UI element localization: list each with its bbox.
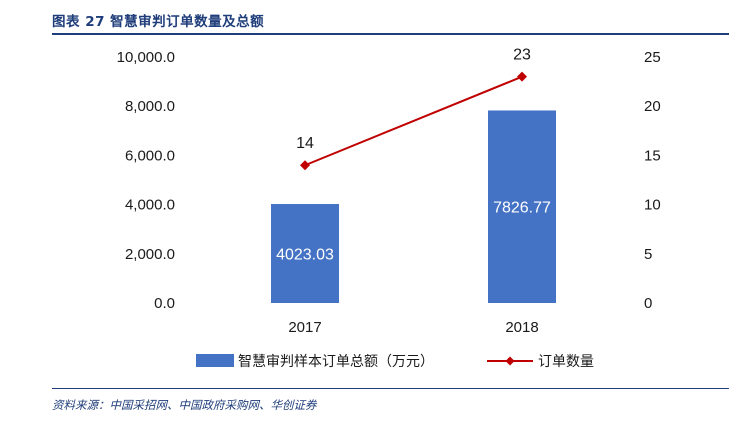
bar-value-label: 7826.77 <box>493 200 551 217</box>
bar-value-label: 4023.03 <box>276 247 334 264</box>
right-axis-tick-label: 15 <box>644 147 661 164</box>
x-axis-ticks: 2017 2018 <box>288 319 538 336</box>
legend-bar-swatch <box>196 354 234 367</box>
line-value-label: 23 <box>513 47 531 64</box>
right-axis-tick-label: 10 <box>644 197 661 214</box>
left-axis-tick-label: 10,000.0 <box>117 49 175 66</box>
right-axis-tick-label: 0 <box>644 295 652 312</box>
line-value-label: 14 <box>296 135 314 152</box>
footer-divider <box>52 388 729 389</box>
left-axis-ticks: 0.0 2,000.0 4,000.0 6,000.0 8,000.0 10,000.0 <box>117 49 175 312</box>
left-axis-tick-label: 0.0 <box>154 295 175 312</box>
bar-series: 4023.03 7826.77 <box>271 110 556 303</box>
chart-area: 0.02,000.04,000.06,000.08,000.010,000.0 … <box>117 47 661 370</box>
right-axis-tick-label: 5 <box>644 246 652 263</box>
figure-caption: 图表 27 智慧审判订单数量及总额 <box>52 14 265 30</box>
source-note: 资料来源：中国采招网、中国政府采购网、华创证券 <box>52 398 317 412</box>
legend-line-label: 订单数量 <box>538 354 594 370</box>
x-axis-tick-label: 2017 <box>288 319 321 336</box>
right-axis-tick-label: 25 <box>644 49 661 66</box>
legend-line-marker <box>505 356 515 366</box>
line-series: 14 23 <box>296 47 531 171</box>
right-axis-tick-label: 20 <box>644 98 661 115</box>
bar <box>271 204 339 303</box>
bar <box>488 110 556 303</box>
legend: 智慧审判样本订单总额（万元） 订单数量 <box>196 354 594 370</box>
line-point-marker <box>300 160 310 171</box>
right-axis-ticks: 0 5 10 15 20 25 <box>644 49 661 312</box>
legend-bar-label: 智慧审判样本订单总额（万元） <box>238 354 434 370</box>
line-series-path <box>304 75 523 167</box>
left-axis-tick-label: 6,000.0 <box>125 147 175 164</box>
x-axis-tick-label: 2018 <box>505 319 538 336</box>
line-point-marker <box>517 71 527 82</box>
caption-divider <box>52 33 729 35</box>
left-axis-tick-label: 8,000.0 <box>125 98 175 115</box>
left-axis-tick-label: 2,000.0 <box>125 246 175 263</box>
left-axis-tick-label: 4,000.0 <box>125 197 175 214</box>
